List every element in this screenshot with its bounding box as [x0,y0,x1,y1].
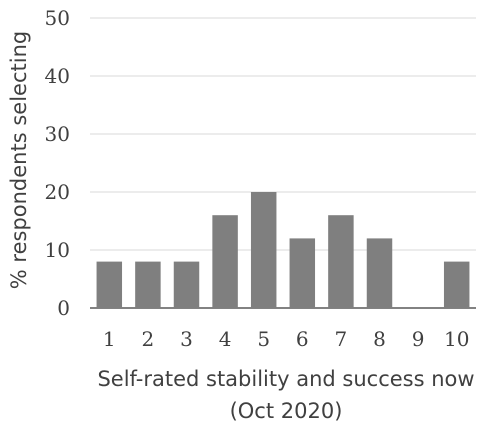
y-axis-title: % respondents selecting [7,31,31,289]
x-tick-label: 10 [444,327,469,351]
y-tick-labels: 0 10 20 30 40 50 [45,6,70,320]
y-tick-label: 50 [45,6,70,30]
gridlines [90,17,476,309]
bar-10 [443,261,470,308]
x-tick-label: 9 [412,327,425,351]
x-tick-label: 4 [219,327,232,351]
x-tick-label: 7 [335,327,348,351]
y-tick-label: 30 [45,122,70,146]
bar-6 [289,238,316,308]
x-tick-labels: 1 2 3 4 5 6 7 8 9 10 [103,327,469,351]
x-tick-label: 1 [103,327,116,351]
x-axis-title-line-2: (Oct 2020) [230,399,343,423]
bar-2 [135,261,161,308]
y-tick-label: 20 [45,180,70,204]
x-tick-label: 5 [257,327,270,351]
bar-4 [212,215,238,308]
bar-1 [96,261,123,308]
x-axis-title-line-1: Self-rated stability and success now [97,367,474,391]
x-tick-label: 3 [180,327,193,351]
bar-5 [250,192,277,308]
x-tick-label: 2 [142,327,155,351]
x-tick-label: 6 [296,327,309,351]
bar-8 [366,238,393,308]
bars [96,192,470,308]
bar-3 [173,261,200,308]
y-tick-label: 40 [45,64,70,88]
y-tick-label: 10 [45,238,70,262]
x-tick-label: 8 [373,327,386,351]
bar-7 [328,215,354,308]
y-tick-label: 0 [57,296,70,320]
